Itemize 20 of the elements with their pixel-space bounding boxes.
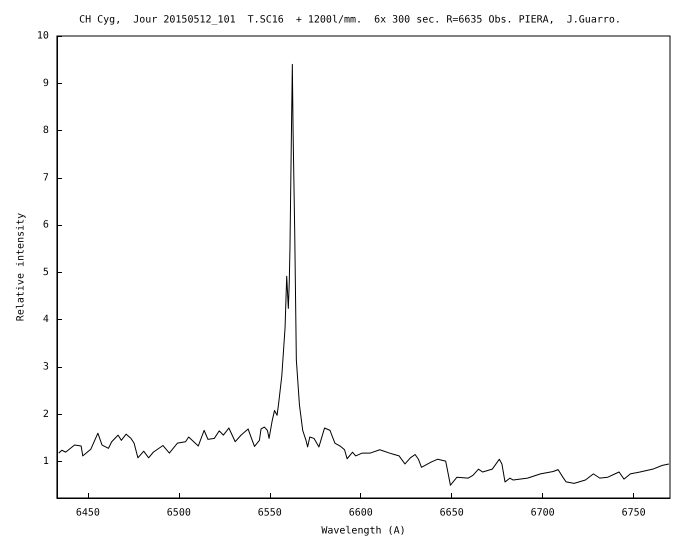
chart-title: CH Cyg, Jour 20150512_101 T.SC16 + 1200l/mm. 6x 300 sec. R=6635 Obs. PIERA, J.Guarro. [79, 14, 621, 26]
y-tick-label: 2 [42, 408, 49, 420]
x-tick-label: 6500 [166, 508, 191, 518]
x-tick-label: 6550 [258, 508, 282, 518]
y-tick-label: 5 [42, 266, 49, 278]
y-tick-label: 10 [36, 30, 49, 42]
x-axis-title: Wavelength (A) [321, 526, 406, 536]
x-tick-label: 6650 [440, 508, 464, 518]
y-tick-label: 8 [42, 125, 49, 136]
x-tick-label: 6450 [76, 508, 100, 518]
y-tick-label: 9 [42, 78, 49, 89]
y-tick-label: 7 [42, 172, 49, 184]
y-tick-label: 6 [42, 220, 49, 231]
y-tick-label: 3 [42, 362, 49, 373]
y-tick-label: 4 [42, 314, 49, 326]
x-tick-label: 6700 [530, 508, 555, 518]
y-axis-title: Relative intensity [16, 212, 26, 322]
x-tick-label: 6750 [622, 508, 646, 518]
x-tick-label: 6600 [348, 508, 373, 518]
y-tick-label: 1 [42, 456, 49, 468]
